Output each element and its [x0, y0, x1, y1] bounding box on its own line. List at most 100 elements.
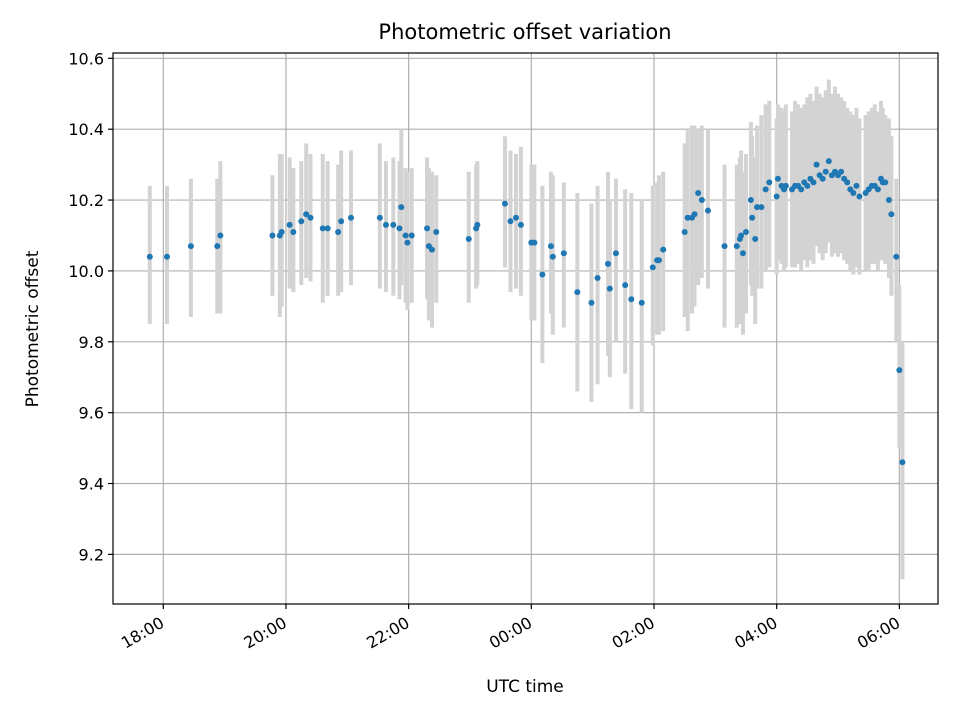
- data-point: [278, 228, 285, 235]
- x-axis-ticks: 18:00 20:00 22:00 00:00 02:00 04:00 06:00: [118, 604, 903, 653]
- data-point: [882, 179, 889, 186]
- data-point: [539, 271, 546, 278]
- x-tick-label: 18:00: [118, 613, 167, 653]
- data-point: [402, 232, 409, 239]
- data-point: [695, 189, 702, 196]
- data-point: [766, 179, 773, 186]
- x-tick-label: 00:00: [486, 613, 535, 653]
- data-point: [822, 168, 829, 175]
- data-point: [733, 243, 740, 250]
- data-point: [698, 197, 705, 204]
- data-point: [721, 243, 728, 250]
- data-point: [853, 182, 860, 189]
- data-point: [896, 367, 903, 374]
- data-point: [474, 221, 481, 228]
- x-tick-label: 04:00: [731, 613, 780, 653]
- data-point: [424, 225, 431, 232]
- data-point: [433, 228, 440, 235]
- data-point: [856, 193, 863, 200]
- data-point: [507, 218, 514, 225]
- data-point: [465, 236, 472, 243]
- data-point: [649, 264, 656, 271]
- data-point: [606, 285, 613, 292]
- data-point: [660, 246, 667, 253]
- data-point: [798, 186, 805, 193]
- data-point: [303, 211, 310, 218]
- data-point: [655, 257, 662, 264]
- data-point: [217, 232, 224, 239]
- data-point: [512, 214, 519, 221]
- data-point: [628, 296, 635, 303]
- data-point: [758, 204, 765, 211]
- data-point: [838, 168, 845, 175]
- data-point: [574, 289, 581, 296]
- data-point: [691, 211, 698, 218]
- data-point: [338, 218, 345, 225]
- y-tick-label: 10.4: [68, 120, 104, 139]
- data-point: [286, 221, 293, 228]
- data-point: [684, 214, 691, 221]
- data-point: [743, 228, 750, 235]
- data-point: [899, 459, 906, 466]
- data-point: [594, 275, 601, 282]
- chart-title: Photometric offset variation: [378, 20, 671, 44]
- data-point: [187, 243, 194, 250]
- data-point: [888, 211, 895, 218]
- y-tick-label: 9.8: [79, 333, 104, 352]
- data-point: [774, 175, 781, 182]
- plot-frame: [112, 52, 939, 605]
- data-point: [319, 225, 326, 232]
- data-point: [214, 243, 221, 250]
- data-point: [874, 186, 881, 193]
- y-tick-label: 10.6: [68, 49, 104, 68]
- error-bars: [147, 79, 905, 580]
- data-point: [681, 228, 688, 235]
- data-point: [844, 179, 851, 186]
- data-point: [396, 225, 403, 232]
- data-point: [749, 214, 756, 221]
- data-point: [747, 197, 754, 204]
- y-tick-label: 10.0: [68, 262, 104, 281]
- data-point: [813, 161, 820, 168]
- x-tick-label: 02:00: [609, 613, 658, 653]
- data-points: [146, 158, 906, 466]
- data-point: [752, 236, 759, 243]
- data-point: [825, 158, 832, 165]
- data-point: [324, 225, 331, 232]
- data-point: [560, 250, 567, 257]
- data-point: [390, 221, 397, 228]
- y-tick-label: 9.6: [79, 404, 104, 423]
- y-axis-label: Photometric offset: [23, 250, 43, 407]
- data-point: [382, 221, 389, 228]
- y-tick-label: 9.2: [79, 545, 104, 564]
- data-point: [893, 253, 900, 260]
- data-point: [605, 260, 611, 267]
- data-point: [612, 250, 619, 257]
- data-point: [347, 214, 354, 221]
- data-point: [290, 228, 297, 235]
- data-point: [885, 197, 892, 204]
- data-point: [704, 207, 711, 214]
- x-tick-label: 22:00: [363, 613, 412, 653]
- data-point: [804, 182, 811, 189]
- data-point: [588, 299, 595, 306]
- data-point: [163, 253, 170, 260]
- data-point: [531, 239, 538, 246]
- data-point: [376, 214, 383, 221]
- data-point: [819, 175, 826, 182]
- data-point: [547, 243, 554, 250]
- y-axis-ticks: 9.2 9.4 9.6 9.8 10.0 10.2 10.4 10.6: [68, 49, 113, 564]
- data-point: [307, 214, 314, 221]
- data-point: [501, 200, 508, 207]
- data-point: [738, 232, 745, 239]
- data-point: [773, 193, 780, 200]
- data-point: [549, 253, 556, 260]
- data-point: [398, 204, 405, 211]
- data-point: [622, 282, 629, 289]
- data-point: [810, 179, 817, 186]
- data-point: [739, 250, 746, 257]
- data-point: [754, 204, 761, 211]
- data-point: [762, 186, 769, 193]
- x-tick-label: 20:00: [241, 613, 290, 653]
- data-point: [298, 218, 305, 225]
